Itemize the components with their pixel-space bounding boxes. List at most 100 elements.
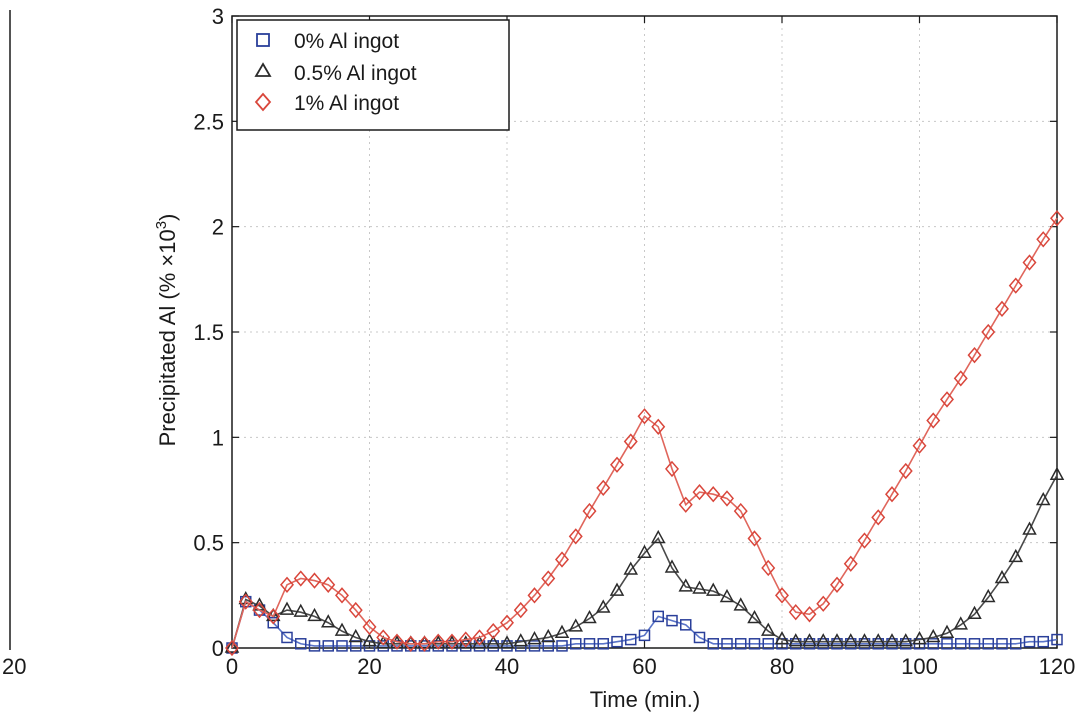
data-point-0-5pct	[320, 614, 336, 628]
data-point-0pct	[693, 631, 706, 644]
data-point-0-5pct	[540, 628, 556, 643]
data-point-1pct	[403, 635, 418, 652]
data-point-1pct	[431, 633, 446, 650]
data-point-0-5pct	[650, 529, 666, 544]
data-point-0-5pct	[912, 631, 927, 645]
x-tick-label: 120	[1039, 654, 1076, 679]
data-point-0pct	[968, 638, 981, 650]
data-point-1pct	[967, 347, 982, 364]
data-point-1pct	[843, 555, 858, 572]
legend-label-0-5pct: 0.5% Al ingot	[294, 62, 417, 85]
data-point-1pct	[472, 629, 487, 646]
data-point-0pct	[1051, 633, 1063, 646]
data-point-0pct	[308, 640, 321, 652]
data-point-0pct	[336, 640, 348, 652]
data-point-0pct	[927, 638, 939, 650]
data-point-0pct	[295, 638, 307, 650]
series-0-5pct	[224, 466, 1065, 653]
legend-label-1pct: 1% Al ingot	[294, 92, 399, 115]
y-tick-label: 2	[212, 215, 224, 240]
data-point-0-5pct	[1035, 491, 1051, 506]
data-point-0pct	[982, 638, 994, 650]
data-point-0-5pct	[513, 633, 529, 647]
data-point-0-5pct	[334, 622, 350, 636]
data-point-1pct	[390, 633, 404, 650]
data-point-1pct	[321, 576, 336, 593]
data-point-0-5pct	[554, 624, 570, 639]
data-point-0-5pct	[829, 633, 845, 647]
data-point-1pct	[238, 593, 253, 610]
data-point-1pct	[747, 530, 762, 547]
data-point-1pct	[582, 502, 597, 520]
data-point-1pct	[898, 462, 913, 480]
y-axis-label: Precipitated Al (% ×103)	[153, 214, 180, 447]
data-point-1pct	[1008, 277, 1023, 294]
data-point-1pct	[596, 479, 611, 497]
data-point-1pct	[706, 486, 721, 503]
data-point-0-5pct	[857, 633, 872, 647]
x-tick-label: 80	[770, 654, 794, 679]
series-line-1pct	[231, 217, 1058, 649]
data-point-0pct	[528, 640, 541, 652]
data-point-0pct	[556, 640, 568, 652]
data-point-1pct	[775, 587, 789, 604]
data-point-0-5pct	[870, 633, 886, 647]
data-point-1pct	[857, 532, 872, 549]
data-point-0-5pct	[774, 631, 790, 645]
data-point-0-5pct	[582, 609, 597, 624]
data-point-0-5pct	[375, 635, 391, 649]
series-layer	[224, 210, 1065, 657]
data-point-0-5pct	[1008, 548, 1024, 563]
data-point-0-5pct	[417, 635, 432, 649]
y-tick-label: 1	[212, 425, 224, 450]
data-point-1pct	[995, 300, 1009, 317]
data-point-0-5pct	[802, 633, 817, 647]
data-point-0-5pct	[568, 618, 584, 632]
y-tick-label: 2.5	[193, 109, 224, 134]
data-point-1pct	[362, 618, 377, 636]
data-point-0-5pct	[403, 635, 419, 649]
data-point-0-5pct	[637, 544, 652, 558]
data-point-1pct	[733, 502, 748, 520]
data-point-1pct	[816, 595, 831, 612]
y-axis-label-superscript: 3	[153, 221, 170, 229]
series-line-0-5pct	[231, 474, 1058, 649]
data-point-0-5pct	[1022, 521, 1037, 535]
data-point-0pct	[597, 638, 609, 650]
data-point-0pct	[583, 638, 596, 650]
data-point-0-5pct	[884, 633, 900, 647]
data-point-0-5pct	[953, 616, 969, 630]
data-point-1pct	[280, 576, 294, 593]
data-point-0-5pct	[980, 588, 996, 603]
data-point-0-5pct	[609, 582, 625, 596]
data-point-1pct	[307, 572, 322, 589]
data-point-0pct	[941, 638, 953, 650]
data-point-1pct	[541, 570, 556, 587]
x-tick-label: 40	[495, 654, 519, 679]
data-point-0-5pct	[664, 559, 680, 573]
data-point-0pct	[611, 635, 623, 648]
data-point-1pct	[293, 570, 308, 587]
data-point-1pct	[761, 559, 776, 577]
legend-label-0pct: 0% Al ingot	[294, 30, 399, 53]
legend-box	[236, 19, 510, 131]
data-point-0pct	[570, 638, 582, 650]
legend-marker-diamond	[254, 92, 272, 112]
data-point-0-5pct	[994, 569, 1010, 584]
data-point-1pct	[692, 483, 707, 501]
data-point-1pct	[788, 604, 803, 621]
data-point-1pct	[981, 323, 996, 341]
data-point-1pct	[1050, 210, 1064, 227]
y-tick-label: 3	[212, 4, 224, 29]
data-point-0pct	[762, 638, 774, 650]
data-point-0pct	[625, 633, 637, 646]
data-point-0pct	[226, 642, 238, 654]
left-fragment: 20	[2, 10, 26, 679]
data-point-1pct	[1022, 254, 1037, 271]
data-point-1pct	[445, 633, 459, 650]
y-tick-label: 0	[212, 636, 224, 661]
data-point-1pct	[623, 433, 638, 450]
data-point-0-5pct	[224, 639, 240, 653]
data-point-0-5pct	[925, 628, 941, 643]
